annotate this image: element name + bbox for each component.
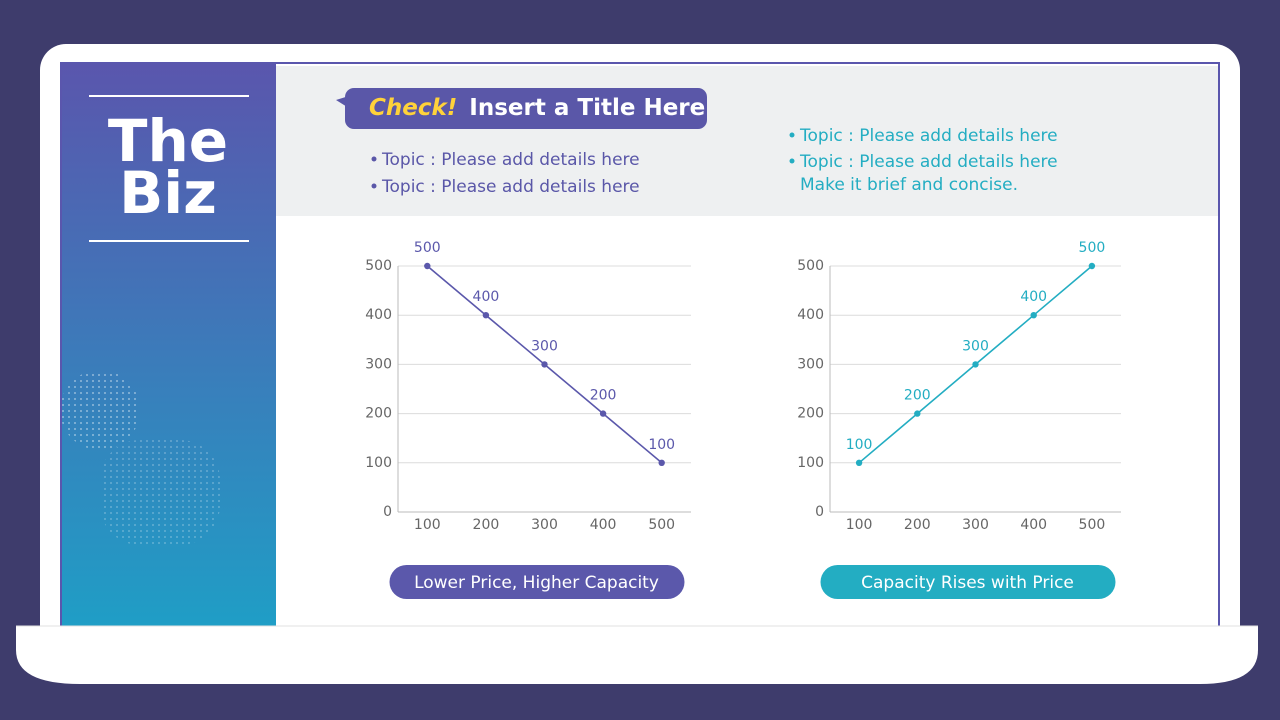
title-pill <box>345 88 707 129</box>
y-tick-label: 400 <box>365 307 392 323</box>
y-tick-label: 100 <box>797 455 824 471</box>
point <box>855 459 863 466</box>
bullet-text: Topic : Please add details here <box>799 126 1058 146</box>
point <box>972 361 979 368</box>
bullet <box>789 132 795 138</box>
bullet-text: Make it brief and concise. <box>800 175 1018 195</box>
data-label: 100 <box>648 437 675 453</box>
brand: Biz <box>119 159 217 227</box>
dot-pattern <box>60 370 140 450</box>
bullet-text: Topic : Please add details here <box>381 150 640 170</box>
x-tick-label: 100 <box>846 517 873 533</box>
y-tick-label: 100 <box>365 455 392 471</box>
y-tick-label: 500 <box>365 258 392 274</box>
y-tick-label: 0 <box>815 504 824 520</box>
title-tail <box>336 95 352 110</box>
title-accent: Check! <box>369 95 457 121</box>
base <box>16 626 1258 684</box>
bullet-text: Topic : Please add details here <box>799 152 1058 172</box>
caption-pill <box>820 565 1116 599</box>
y-tick-label: 300 <box>365 356 392 372</box>
caption-pill <box>389 565 685 599</box>
point <box>658 459 665 466</box>
point <box>1030 312 1037 319</box>
chart-title: Lower Price, Higher Capacity <box>414 573 659 593</box>
y-tick-label: 200 <box>365 406 392 422</box>
bullet <box>371 183 377 189</box>
x-tick-label: 300 <box>962 517 989 533</box>
data-label: 200 <box>904 388 931 404</box>
x-tick-label: 300 <box>531 517 558 533</box>
x-tick-label: 500 <box>1079 517 1106 533</box>
x-tick-label: 200 <box>904 517 931 533</box>
y-tick-label: 400 <box>797 307 824 323</box>
data-label: 300 <box>531 338 558 354</box>
point <box>599 410 607 417</box>
y-tick-label: 0 <box>383 504 392 520</box>
x-tick-label: 500 <box>648 517 675 533</box>
title-text: Insert a Title Here <box>469 95 705 121</box>
point <box>1088 262 1096 270</box>
point <box>482 312 490 319</box>
bullet <box>371 156 377 162</box>
bullet-text: Topic : Please add details here <box>381 177 640 197</box>
y-tick-label: 500 <box>797 258 824 274</box>
dot-pattern <box>100 440 220 545</box>
x-tick-label: 400 <box>590 517 617 533</box>
chart-title: Capacity Rises with Price <box>861 573 1074 593</box>
data-label: 300 <box>962 338 989 354</box>
data-label: 500 <box>1079 240 1106 256</box>
data-label: 200 <box>590 388 617 404</box>
point <box>424 262 431 270</box>
title: Check! Insert a Title Here <box>369 95 705 121</box>
x-tick-label: 200 <box>473 517 500 533</box>
brand: The <box>108 107 228 175</box>
data-label: 400 <box>1020 289 1047 305</box>
y-tick-label: 200 <box>797 406 824 422</box>
data-label: 500 <box>414 240 441 256</box>
data-label: 100 <box>846 437 873 453</box>
point <box>914 410 921 417</box>
x-tick-label: 400 <box>1020 517 1047 533</box>
point <box>541 361 548 368</box>
y-tick-label: 300 <box>797 356 824 372</box>
x-tick-label: 100 <box>414 517 441 533</box>
bullet <box>789 158 795 164</box>
data-label: 400 <box>473 289 500 305</box>
